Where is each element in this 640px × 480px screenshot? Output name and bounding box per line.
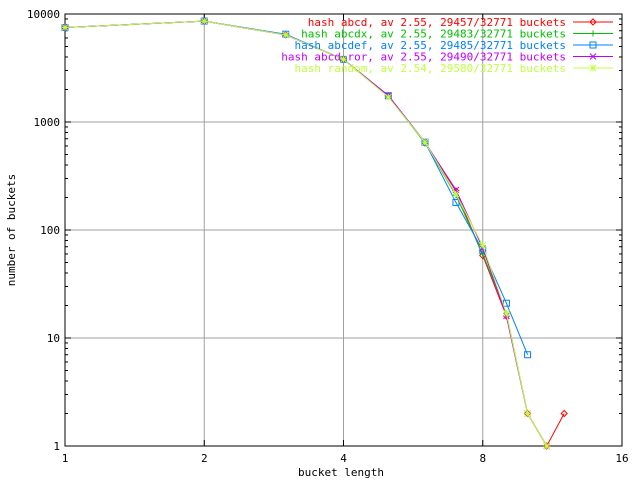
data-point [200, 17, 208, 25]
y-tick-label: 10 [47, 332, 60, 345]
x-tick-label: 4 [340, 452, 347, 465]
series-line [64, 20, 565, 448]
data-point [479, 242, 487, 249]
data-point [523, 409, 532, 418]
data-point [340, 56, 347, 63]
data-point [524, 351, 532, 359]
x-tick-label: 16 [615, 452, 628, 465]
data-point [589, 41, 597, 49]
legend: hash abcd, av 2.55, 29457/32771 bucketsh… [281, 16, 613, 75]
data-point [589, 64, 597, 72]
series-1 [61, 17, 568, 450]
data-point [421, 138, 429, 146]
data-point [384, 93, 392, 101]
legend-label: hash abcd, av 2.55, 29457/32771 buckets [308, 16, 566, 29]
legend-label: hash abcd ror, av 2.55, 29490/32771 buck… [281, 51, 566, 64]
data-point [452, 198, 460, 206]
ticks: 1 2 4 8 16 1 10 100 1000 10000 [27, 8, 629, 465]
data-point [503, 309, 510, 317]
data-point [61, 24, 69, 31]
x-tick-label: 8 [479, 452, 486, 465]
y-tick-label: 1000 [34, 116, 61, 129]
data-point [589, 18, 597, 26]
data-point [524, 410, 531, 417]
legend-label: hash abcdx, av 2.55, 29483/32771 buckets [301, 28, 566, 41]
series-5 [61, 17, 551, 450]
series-line [64, 20, 548, 447]
x-tick-label: 2 [201, 452, 208, 465]
legend-label: hash abcdef, av 2.55, 29485/32771 bucket… [294, 39, 566, 52]
data-point [452, 190, 460, 198]
legend-label: hash random, av 2.54, 29580/32771 bucket… [294, 62, 566, 75]
series-group [61, 17, 568, 450]
y-axis-label: number of buckets [5, 174, 18, 287]
series-line [64, 20, 548, 447]
y-tick-label: 10000 [27, 8, 60, 21]
data-point [589, 53, 597, 60]
grid [65, 14, 622, 446]
series-line [64, 20, 548, 447]
y-tick-label: 100 [40, 224, 60, 237]
x-tick-label: 1 [62, 452, 69, 465]
data-point [543, 442, 551, 450]
data-point [590, 30, 596, 37]
data-point [282, 31, 290, 39]
y-tick-label: 1 [53, 440, 60, 453]
x-axis-label: bucket length [298, 466, 384, 479]
data-point [560, 409, 568, 418]
